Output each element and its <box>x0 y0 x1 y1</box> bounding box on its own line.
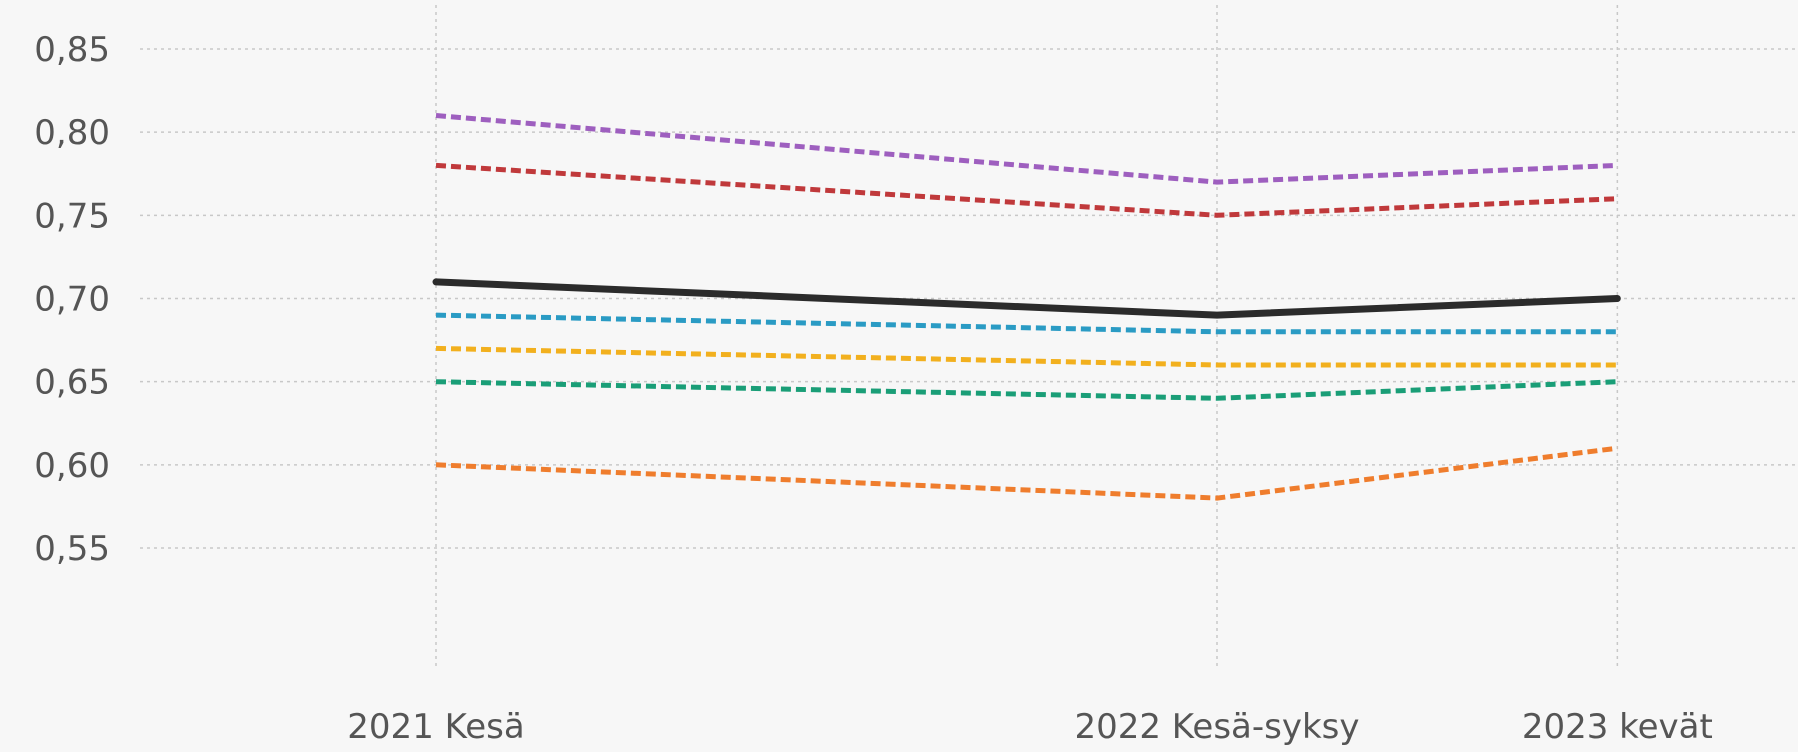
y-axis-ticks: 0,85 0,80 0,75 0,70 0,65 0,60 0,55 <box>34 30 110 569</box>
series-lines <box>432 113 1621 501</box>
series-line-7 <box>435 445 1618 501</box>
y-tick-label: 0,70 <box>34 280 110 320</box>
x-axis-ticks: 2021 Kesä 2022 Kesä-syksy 2023 kevät <box>347 707 1713 747</box>
series-line-6 <box>435 379 1618 401</box>
y-tick-label: 0,55 <box>34 529 110 569</box>
series-line-4 <box>435 312 1618 335</box>
x-tick-label: 2022 Kesä-syksy <box>1074 707 1359 747</box>
y-tick-label: 0,65 <box>34 363 110 403</box>
x-tick-label: 2021 Kesä <box>347 707 524 747</box>
series-line-3 <box>432 278 1621 319</box>
y-tick-label: 0,80 <box>34 113 110 153</box>
y-tick-label: 0,85 <box>34 30 110 70</box>
series-line-2 <box>435 162 1618 218</box>
series-line-1 <box>435 113 1618 185</box>
series-line-5 <box>435 345 1618 368</box>
y-tick-label: 0,75 <box>34 196 110 236</box>
y-tick-label: 0,60 <box>34 446 110 486</box>
x-tick-label: 2023 kevät <box>1522 707 1713 747</box>
grid <box>140 5 1798 670</box>
